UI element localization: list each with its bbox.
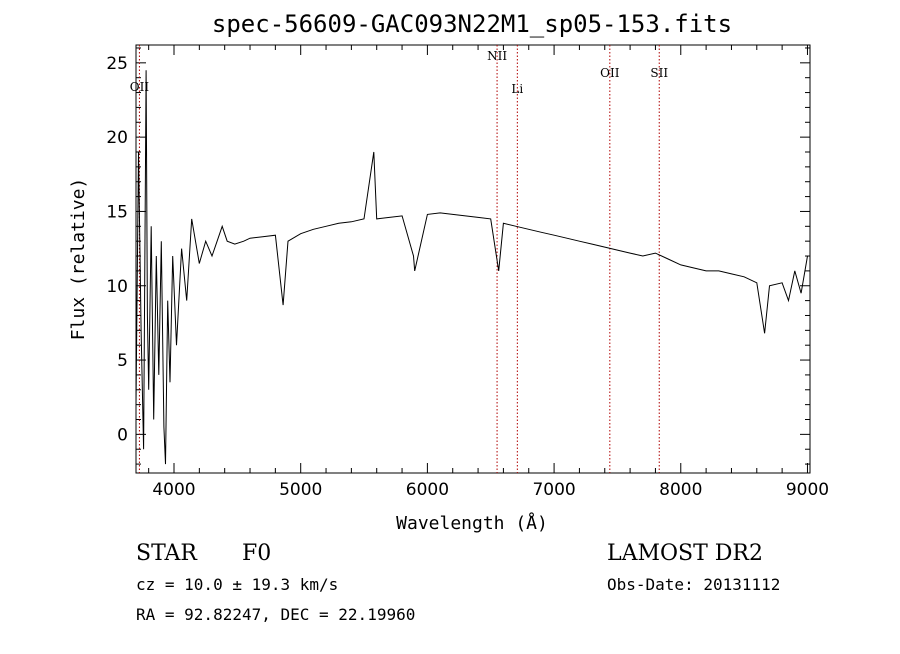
- y-axis: 0 5 10 15 20 25: [106, 47, 810, 465]
- spectral-class-label: F0: [242, 541, 271, 566]
- y-tick-label: 0: [117, 425, 128, 445]
- chart-title: spec-56609-GAC093N22M1_sp05-153.fits: [212, 10, 732, 38]
- obs-date-line: Obs-Date: 20131112: [607, 575, 780, 594]
- y-tick-label: 15: [106, 202, 128, 222]
- line-marker-label: Li: [511, 82, 523, 96]
- y-tick-label: 25: [106, 54, 128, 74]
- redshift-line: cz = 10.0 ± 19.3 km/s: [136, 575, 338, 594]
- x-axis-title: Wavelength (Å): [396, 512, 548, 534]
- x-tick-label: 7000: [532, 480, 575, 500]
- line-marker-label: OII: [600, 66, 620, 80]
- x-tick-label: 9000: [786, 480, 829, 500]
- x-tick-label: 5000: [279, 480, 322, 500]
- object-type-label: STAR: [136, 541, 198, 566]
- plot-frame: [135, 44, 811, 474]
- coordinates-line: RA = 92.82247, DEC = 22.19960: [136, 605, 415, 624]
- y-axis-title: Flux (relative): [68, 178, 89, 341]
- line-marker-label: SII: [650, 66, 668, 80]
- y-tick-label: 10: [106, 277, 128, 297]
- x-axis: 4000 5000 6000 7000 8000 9000: [148, 45, 829, 500]
- x-tick-label: 6000: [406, 480, 449, 500]
- spectrum-line: [135, 70, 808, 465]
- x-tick-label: 4000: [152, 480, 195, 500]
- y-tick-label: 5: [117, 351, 128, 371]
- spectrum-series: [135, 70, 808, 465]
- line-marker-label: OII: [130, 80, 150, 94]
- line-marker-label: NII: [487, 49, 507, 63]
- y-tick-label: 20: [106, 128, 128, 148]
- survey-label: LAMOST DR2: [607, 541, 763, 566]
- x-tick-label: 8000: [659, 480, 702, 500]
- emission-line-markers: OII NII Li OII SII: [130, 45, 668, 473]
